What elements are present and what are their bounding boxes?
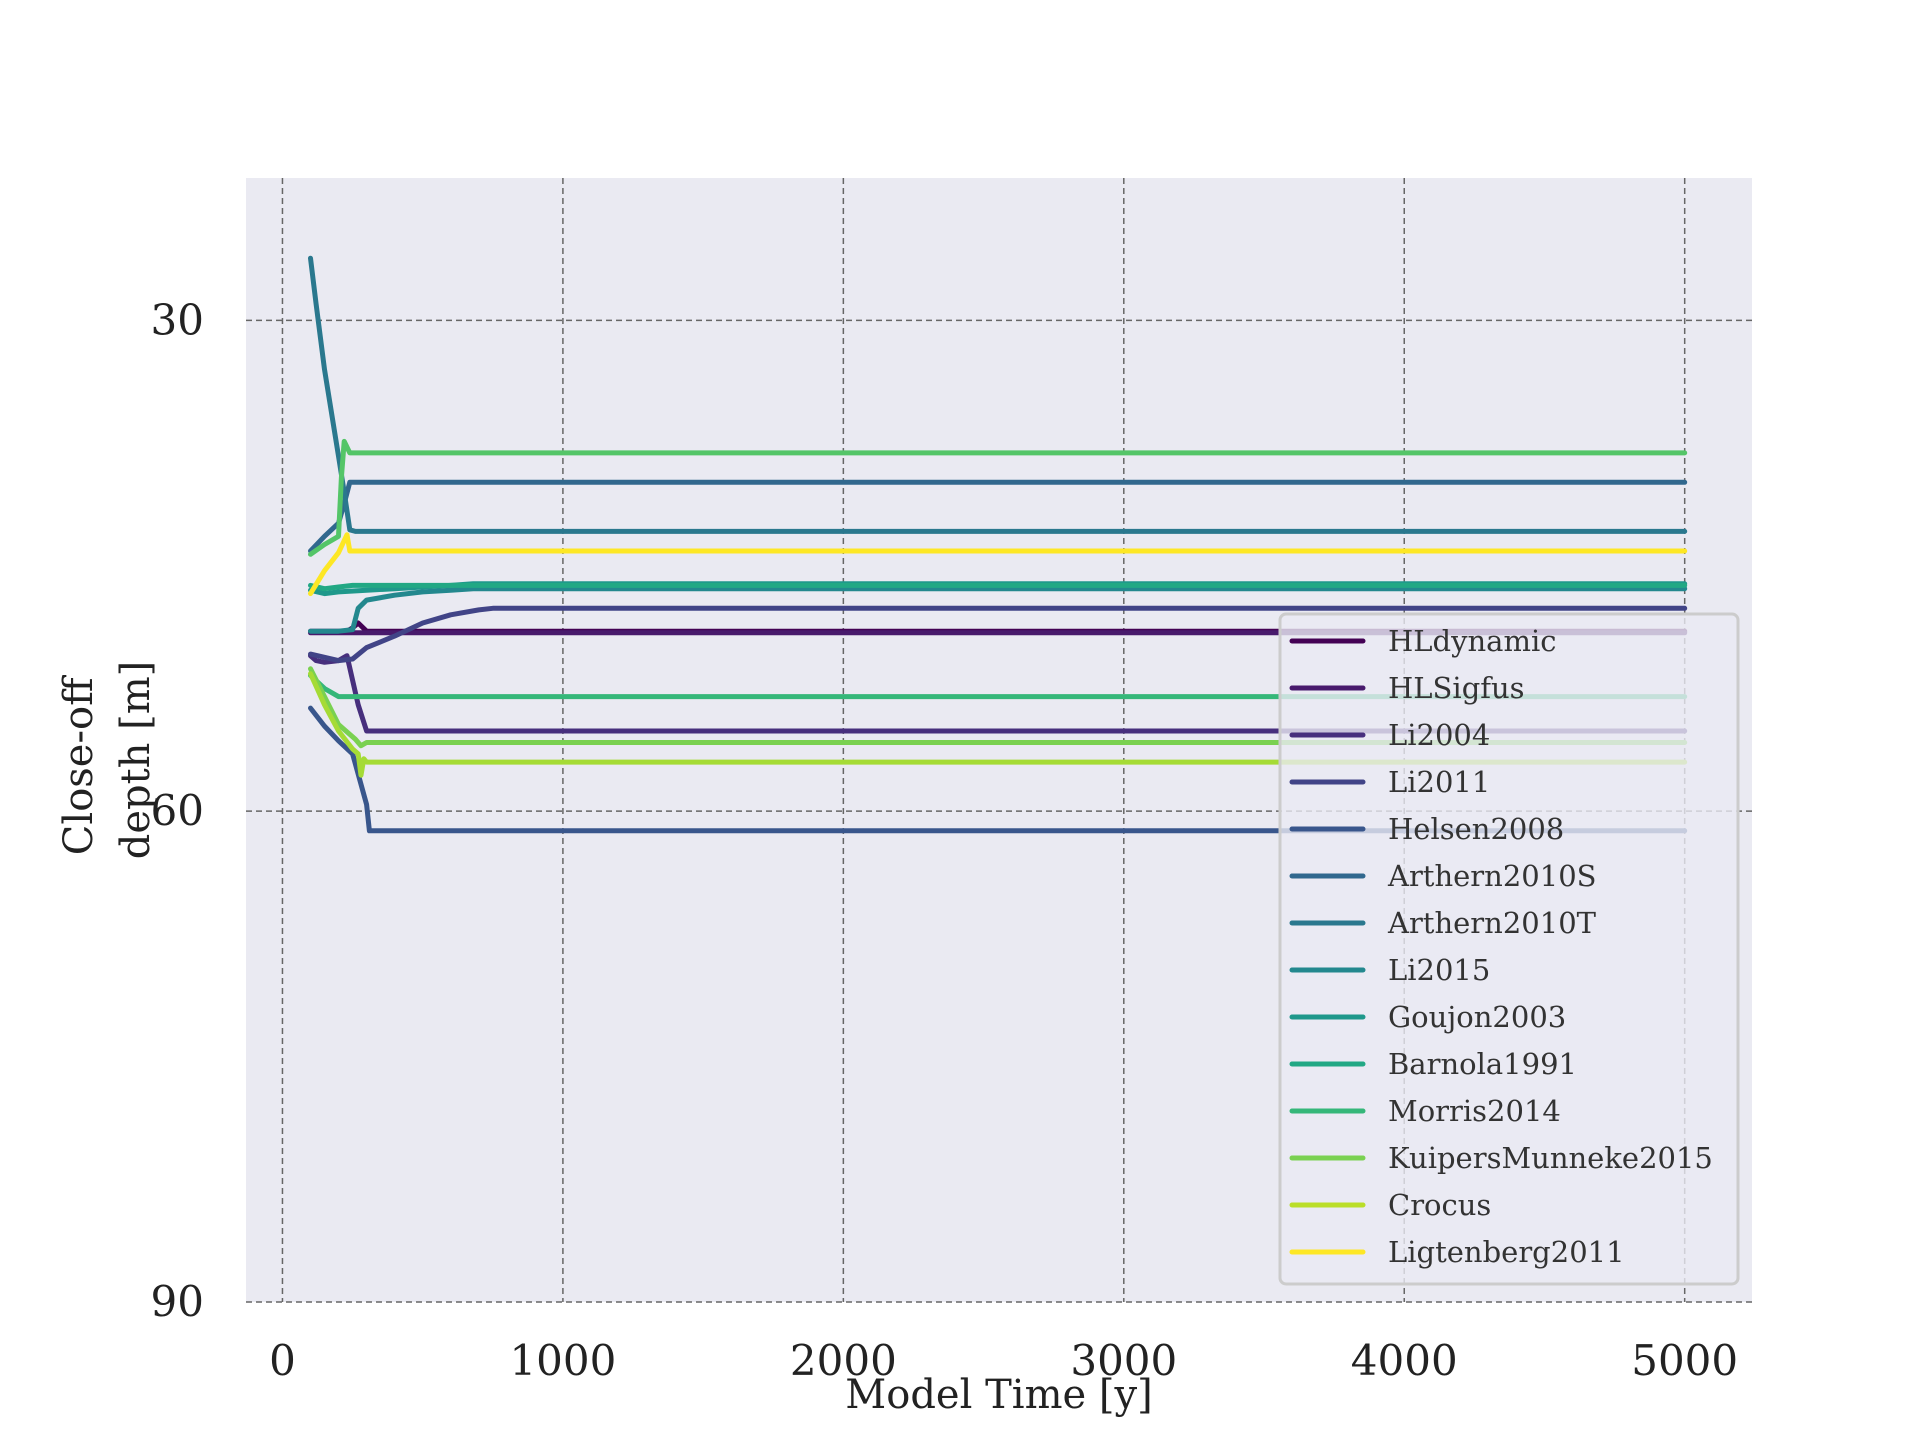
y-axis-label-line-2: depth [m] — [113, 661, 159, 860]
series-line — [308, 671, 1688, 778]
legend-label: HLSigfus — [1388, 671, 1525, 705]
legend-label: HLdynamic — [1388, 624, 1556, 658]
series-lines — [308, 255, 1688, 834]
legend-label: Goujon2003 — [1388, 1000, 1566, 1034]
series-line — [308, 666, 1688, 749]
legend-label: Helsen2008 — [1388, 812, 1564, 846]
legend-label: Arthern2010S — [1387, 859, 1597, 893]
y-tick-label: 60 — [151, 786, 204, 835]
y-axis-label-line-1: Close-off — [56, 675, 102, 855]
x-tick-label: 5000 — [1631, 1336, 1738, 1385]
y-tick-label: 30 — [151, 295, 204, 344]
series-line — [308, 672, 1688, 700]
legend-label: Crocus — [1388, 1188, 1491, 1222]
y-tick-labels: 30 60 90 — [151, 295, 204, 1326]
x-axis-label: Model Time [y] — [845, 1372, 1152, 1418]
legend-label: Arthern2010T — [1387, 906, 1597, 940]
x-tick-label: 1000 — [509, 1336, 616, 1385]
series-line — [308, 532, 1688, 597]
x-tick-label: 4000 — [1351, 1336, 1458, 1385]
legend-box — [1278, 612, 1740, 1286]
legend-label: Ligtenberg2011 — [1388, 1235, 1625, 1269]
series-line — [308, 582, 1688, 592]
x-tick-label: 3000 — [1070, 1336, 1177, 1385]
series-line — [308, 705, 1688, 834]
legend-label: Li2011 — [1388, 765, 1490, 799]
series-line — [308, 438, 1688, 557]
series-line — [308, 586, 1688, 634]
legend-label: Li2015 — [1388, 953, 1490, 987]
y-tick-label: 90 — [151, 1277, 204, 1326]
legend: HLdynamic HLSigfus Li2004 Li2011 Helsen2008 A… — [1278, 612, 1740, 1286]
legend-label: Morris2014 — [1388, 1094, 1561, 1128]
x-tick-label: 0 — [269, 1336, 296, 1385]
series-line — [308, 605, 1688, 664]
series-line — [308, 653, 1688, 734]
legend-label: Li2004 — [1388, 718, 1490, 752]
x-tick-labels: 0 1000 2000 3000 4000 5000 — [269, 1336, 1738, 1385]
y-axis-label: Close-off depth [m] — [56, 661, 159, 860]
legend-label: Barnola1991 — [1388, 1047, 1577, 1081]
x-tick-label: 2000 — [790, 1336, 897, 1385]
legend-label: KuipersMunneke2015 — [1388, 1141, 1713, 1175]
